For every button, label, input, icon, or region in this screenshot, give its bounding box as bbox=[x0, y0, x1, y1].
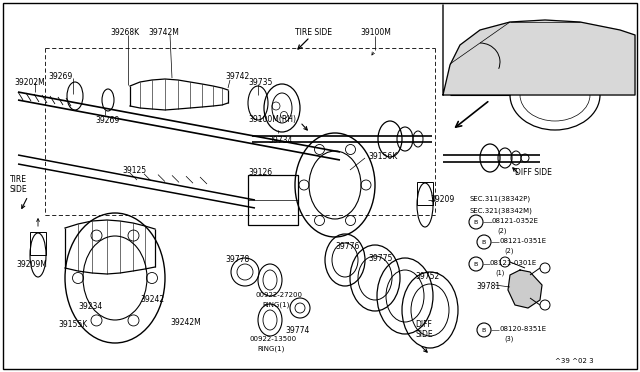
Text: SIDE: SIDE bbox=[415, 330, 433, 339]
Text: 39209M: 39209M bbox=[16, 260, 47, 269]
Text: 39234: 39234 bbox=[78, 302, 102, 311]
Text: SEC.311(38342P): SEC.311(38342P) bbox=[470, 195, 531, 202]
Text: RING(1): RING(1) bbox=[257, 346, 284, 353]
Text: 39742: 39742 bbox=[225, 72, 249, 81]
Text: B: B bbox=[482, 240, 486, 244]
Polygon shape bbox=[508, 270, 542, 308]
Text: 39100M(RH): 39100M(RH) bbox=[248, 115, 296, 124]
Text: 39269: 39269 bbox=[95, 116, 119, 125]
Text: 39126: 39126 bbox=[248, 168, 272, 177]
Polygon shape bbox=[443, 5, 635, 95]
Bar bbox=[30, 232, 46, 255]
Text: 39125: 39125 bbox=[122, 166, 146, 175]
Text: 39781: 39781 bbox=[476, 282, 500, 291]
Text: 39100M: 39100M bbox=[360, 28, 391, 37]
Text: 39242: 39242 bbox=[140, 295, 164, 304]
Text: (3): (3) bbox=[504, 336, 513, 343]
Text: 08121-0351E: 08121-0351E bbox=[499, 238, 546, 244]
Text: B: B bbox=[474, 262, 478, 266]
Text: TIRE SIDE: TIRE SIDE bbox=[295, 28, 332, 37]
Text: 39778: 39778 bbox=[225, 255, 249, 264]
Text: 39242M: 39242M bbox=[170, 318, 201, 327]
Text: SIDE: SIDE bbox=[10, 185, 28, 194]
Text: (1): (1) bbox=[495, 270, 504, 276]
Text: B: B bbox=[482, 327, 486, 333]
Text: 39734: 39734 bbox=[268, 136, 292, 145]
Text: 08121-0301E: 08121-0301E bbox=[490, 260, 537, 266]
Text: DIFF SIDE: DIFF SIDE bbox=[515, 168, 552, 177]
Bar bbox=[417, 182, 433, 205]
Text: 08121-0352E: 08121-0352E bbox=[492, 218, 539, 224]
Text: 39156K: 39156K bbox=[368, 152, 397, 161]
Text: (2): (2) bbox=[497, 228, 506, 234]
Text: TIRE: TIRE bbox=[10, 175, 27, 184]
Text: 39268K: 39268K bbox=[110, 28, 139, 37]
Text: 39735: 39735 bbox=[248, 78, 273, 87]
Text: 39209: 39209 bbox=[430, 195, 454, 204]
Text: 39774: 39774 bbox=[285, 326, 309, 335]
Text: 00922-27200: 00922-27200 bbox=[255, 292, 302, 298]
Text: 39775: 39775 bbox=[368, 254, 392, 263]
Text: SEC.321(38342M): SEC.321(38342M) bbox=[470, 207, 533, 214]
Text: 39269: 39269 bbox=[48, 72, 72, 81]
Text: 39752: 39752 bbox=[415, 272, 439, 281]
Text: 39742M: 39742M bbox=[148, 28, 179, 37]
Text: 39202M: 39202M bbox=[14, 78, 45, 87]
Text: 08120-8351E: 08120-8351E bbox=[499, 326, 546, 332]
Text: B: B bbox=[474, 219, 478, 224]
Text: RING(1): RING(1) bbox=[262, 302, 289, 308]
Text: DIFF: DIFF bbox=[415, 320, 432, 329]
Text: 39776: 39776 bbox=[335, 242, 360, 251]
Text: (2): (2) bbox=[504, 248, 513, 254]
Text: 39155K: 39155K bbox=[58, 320, 87, 329]
Text: ^39 ^02 3: ^39 ^02 3 bbox=[555, 358, 594, 364]
Bar bbox=[248, 175, 298, 225]
Text: 00922-13500: 00922-13500 bbox=[250, 336, 297, 342]
